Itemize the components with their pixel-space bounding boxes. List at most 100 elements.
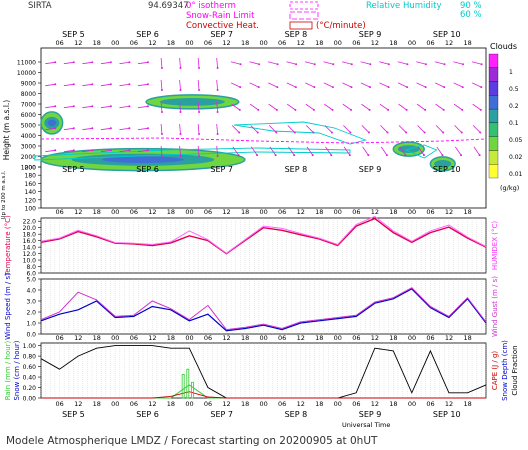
hour-tick-lower: 12 <box>445 334 453 342</box>
hour-tick-bottom: 00 <box>334 400 342 408</box>
clouds-scale-label: 0.1 <box>509 120 519 127</box>
clouds-scale-label: 0.5 <box>509 86 519 93</box>
hour-tick-mid: 12 <box>74 208 82 216</box>
wind-arrow <box>454 125 463 133</box>
wind-arrow <box>160 123 163 135</box>
wind-arrow <box>306 146 314 156</box>
day-label-top: SEP 8 <box>285 30 308 39</box>
hour-tick-bottom: 00 <box>408 400 416 408</box>
wind-arrow <box>179 145 181 157</box>
wind-arrow-head <box>275 131 278 134</box>
wind-arrow-head <box>72 127 75 130</box>
wind-arrow <box>119 83 130 87</box>
hour-tick-top: 18 <box>463 39 471 47</box>
wind-arrow <box>160 79 163 91</box>
wind-arrow-head <box>91 127 94 130</box>
wind-arrow-head <box>72 61 75 64</box>
cloud-ytick-label: 2000 <box>21 154 36 161</box>
clouds-scale-swatch <box>488 95 499 110</box>
wind-arrow <box>304 61 315 65</box>
wind-arrow-head <box>198 154 201 157</box>
wind-arrow-head <box>179 88 182 91</box>
wind-arrow <box>397 61 408 65</box>
hour-tick-top: 06 <box>352 39 360 47</box>
wind-arrow <box>160 101 163 113</box>
hour-tick-top: 12 <box>148 39 156 47</box>
wind-arrow-head <box>461 108 464 111</box>
hour-tick-mid: 18 <box>167 208 175 216</box>
wind-arrow-head <box>368 131 371 134</box>
hour-tick-lower: 12 <box>297 334 305 342</box>
wind-arrow <box>137 83 148 87</box>
wind-arrow <box>251 146 258 156</box>
hour-tick-lower: 12 <box>148 334 156 342</box>
wind-arrow <box>160 145 163 157</box>
hour-tick-bottom: 06 <box>204 400 212 408</box>
day-label-top: SEP 6 <box>136 30 159 39</box>
wind-arrow-head <box>293 154 296 157</box>
wind-arrow-head <box>54 127 57 130</box>
wind-arrow-head <box>128 149 131 152</box>
wind-arrow-head <box>312 131 315 134</box>
universal-time-label: Universal Time <box>342 421 390 429</box>
panel-ytick-label: 0.80 <box>23 354 37 361</box>
wind-arrow <box>231 103 241 111</box>
wind-arrow <box>100 105 111 109</box>
day-label-cloud: SEP 8 <box>285 165 308 174</box>
hour-tick-top: 18 <box>389 39 397 47</box>
wind-arrow-head <box>146 83 149 86</box>
wind-arrow <box>197 79 200 91</box>
cloud-ytick-label: 8000 <box>21 91 36 98</box>
panel-ytick-label: 5.0 <box>26 277 36 284</box>
hour-tick-mid: 12 <box>297 208 305 216</box>
wind-arrow <box>160 57 163 69</box>
wind-arrow-head <box>387 63 390 66</box>
clouds-scale-swatch <box>488 164 499 179</box>
wind-arrow-head <box>109 61 112 64</box>
wind-arrow-head <box>422 154 425 157</box>
wind-arrow-head <box>294 86 297 89</box>
legend-rh-label: Relative Humidity <box>366 1 442 11</box>
wind-arrow <box>453 82 463 88</box>
wind-arrow-head <box>349 131 352 134</box>
hour-tick-lower: 06 <box>278 334 286 342</box>
cloud-ytick-label: 180 <box>25 173 37 180</box>
hour-tick-mid: 06 <box>204 208 212 216</box>
wind-arrow-head <box>216 110 219 113</box>
cloud-core <box>434 160 452 168</box>
wind-arrow <box>342 61 352 65</box>
clouds-scale-swatch <box>488 67 499 82</box>
clouds-scale-label: 1 <box>509 69 513 76</box>
hour-tick-mid: 00 <box>111 208 119 216</box>
cloud-ytick-label: 3000 <box>21 144 36 151</box>
clouds-scale-swatch <box>488 136 499 151</box>
wind-arrow <box>288 146 295 156</box>
wind-arrow <box>197 145 200 157</box>
wind-arrow <box>63 127 74 131</box>
wind-arrow-head <box>216 66 219 69</box>
hour-tick-mid: 00 <box>334 208 342 216</box>
day-label-bottom: SEP 8 <box>285 410 308 419</box>
wind-arrow <box>232 146 239 156</box>
wind-arrow-head <box>160 154 163 157</box>
wind-arrow-head <box>91 105 94 108</box>
hour-tick-top: 12 <box>222 39 230 47</box>
hour-tick-bottom: 12 <box>74 400 82 408</box>
legend-left-swatch <box>289 11 319 20</box>
hour-tick-lower: 00 <box>334 334 342 342</box>
hour-tick-top: 06 <box>56 39 64 47</box>
hour-tick-lower: 06 <box>426 334 434 342</box>
humidity-contour <box>34 147 351 161</box>
wind-arrow-head <box>330 154 333 157</box>
legend-rh-value: 90 % <box>460 1 482 11</box>
wind-arrow <box>343 125 351 133</box>
wind-arrow <box>434 61 445 65</box>
panel-ylabel2: Snow (cm / hour) <box>13 340 21 400</box>
hour-tick-top: 00 <box>185 39 193 47</box>
panel-ytick-label: 3.0 <box>26 299 36 306</box>
wind-arrow-head <box>442 131 445 134</box>
wind-arrow-head <box>387 86 390 89</box>
wind-arrow-head <box>179 110 182 113</box>
wind-arrow-head <box>238 108 241 111</box>
wind-arrow <box>454 146 462 156</box>
